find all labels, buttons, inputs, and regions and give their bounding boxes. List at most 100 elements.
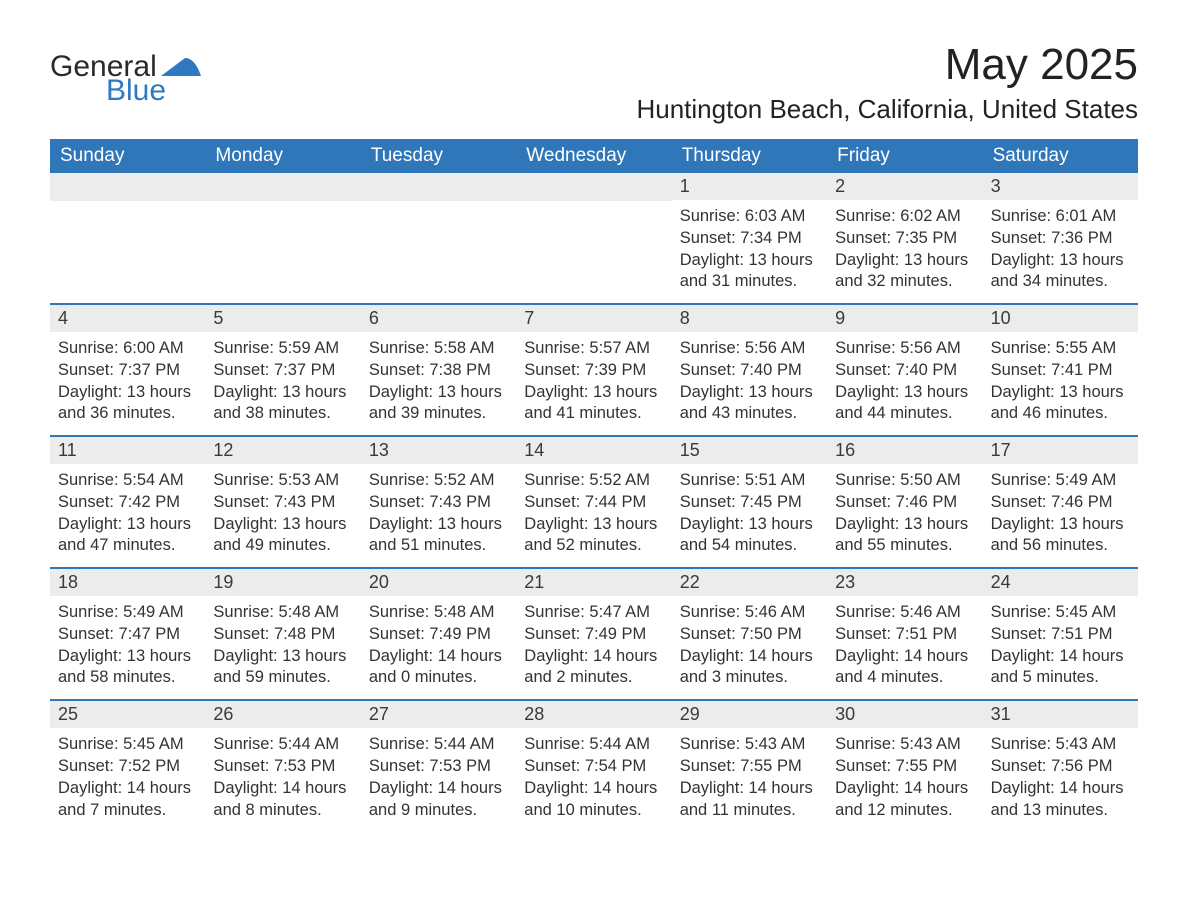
sunrise-line: Sunrise: 5:49 AM xyxy=(991,470,1130,492)
daylight-line: Daylight: 14 hours and 13 minutes. xyxy=(991,778,1130,822)
day-details: Sunrise: 5:46 AMSunset: 7:50 PMDaylight:… xyxy=(672,596,827,699)
daylight-line: Daylight: 14 hours and 4 minutes. xyxy=(835,646,974,690)
daylight-line: Daylight: 13 hours and 31 minutes. xyxy=(680,250,819,294)
daylight-line: Daylight: 14 hours and 2 minutes. xyxy=(524,646,663,690)
daylight-line: Daylight: 14 hours and 3 minutes. xyxy=(680,646,819,690)
day-cell: 26Sunrise: 5:44 AMSunset: 7:53 PMDayligh… xyxy=(205,701,360,831)
day-number: 11 xyxy=(50,437,205,464)
sunset-line: Sunset: 7:50 PM xyxy=(680,624,819,646)
sunrise-line: Sunrise: 5:49 AM xyxy=(58,602,197,624)
day-number: 27 xyxy=(361,701,516,728)
sunrise-line: Sunrise: 5:58 AM xyxy=(369,338,508,360)
daylight-line: Daylight: 13 hours and 49 minutes. xyxy=(213,514,352,558)
day-number: 4 xyxy=(50,305,205,332)
day-cell xyxy=(50,173,205,303)
day-cell xyxy=(361,173,516,303)
dow-cell: Saturday xyxy=(983,139,1138,173)
day-details: Sunrise: 5:45 AMSunset: 7:52 PMDaylight:… xyxy=(50,728,205,831)
day-number: 24 xyxy=(983,569,1138,596)
sunrise-line: Sunrise: 5:52 AM xyxy=(524,470,663,492)
day-number: 29 xyxy=(672,701,827,728)
dow-cell: Sunday xyxy=(50,139,205,173)
sunrise-line: Sunrise: 5:46 AM xyxy=(680,602,819,624)
sunrise-line: Sunrise: 5:44 AM xyxy=(524,734,663,756)
sunrise-line: Sunrise: 5:43 AM xyxy=(680,734,819,756)
daylight-line: Daylight: 13 hours and 38 minutes. xyxy=(213,382,352,426)
day-number: 9 xyxy=(827,305,982,332)
day-number: 21 xyxy=(516,569,671,596)
day-cell: 1Sunrise: 6:03 AMSunset: 7:34 PMDaylight… xyxy=(672,173,827,303)
sunset-line: Sunset: 7:40 PM xyxy=(680,360,819,382)
sunrise-line: Sunrise: 6:03 AM xyxy=(680,206,819,228)
daylight-line: Daylight: 13 hours and 47 minutes. xyxy=(58,514,197,558)
sunset-line: Sunset: 7:36 PM xyxy=(991,228,1130,250)
day-cell: 4Sunrise: 6:00 AMSunset: 7:37 PMDaylight… xyxy=(50,305,205,435)
day-number: 28 xyxy=(516,701,671,728)
day-details: Sunrise: 5:57 AMSunset: 7:39 PMDaylight:… xyxy=(516,332,671,435)
week-row: 4Sunrise: 6:00 AMSunset: 7:37 PMDaylight… xyxy=(50,303,1138,435)
brand-shape-icon xyxy=(161,54,201,81)
day-details: Sunrise: 5:48 AMSunset: 7:48 PMDaylight:… xyxy=(205,596,360,699)
sunrise-line: Sunrise: 5:43 AM xyxy=(991,734,1130,756)
title-block: May 2025 Huntington Beach, California, U… xyxy=(636,40,1138,125)
day-cell: 11Sunrise: 5:54 AMSunset: 7:42 PMDayligh… xyxy=(50,437,205,567)
day-number: 1 xyxy=(672,173,827,200)
daylight-line: Daylight: 13 hours and 32 minutes. xyxy=(835,250,974,294)
daylight-line: Daylight: 13 hours and 54 minutes. xyxy=(680,514,819,558)
month-title: May 2025 xyxy=(636,40,1138,90)
sunrise-line: Sunrise: 5:43 AM xyxy=(835,734,974,756)
sunrise-line: Sunrise: 5:46 AM xyxy=(835,602,974,624)
day-number: 14 xyxy=(516,437,671,464)
day-number: 8 xyxy=(672,305,827,332)
day-cell xyxy=(516,173,671,303)
day-number: 10 xyxy=(983,305,1138,332)
day-details: Sunrise: 5:50 AMSunset: 7:46 PMDaylight:… xyxy=(827,464,982,567)
sunset-line: Sunset: 7:39 PM xyxy=(524,360,663,382)
daylight-line: Daylight: 13 hours and 56 minutes. xyxy=(991,514,1130,558)
day-details: Sunrise: 6:01 AMSunset: 7:36 PMDaylight:… xyxy=(983,200,1138,303)
sunrise-line: Sunrise: 5:52 AM xyxy=(369,470,508,492)
dow-cell: Friday xyxy=(827,139,982,173)
day-details: Sunrise: 5:55 AMSunset: 7:41 PMDaylight:… xyxy=(983,332,1138,435)
brand-text-blue: Blue xyxy=(106,74,166,108)
sunset-line: Sunset: 7:46 PM xyxy=(835,492,974,514)
daylight-line: Daylight: 13 hours and 43 minutes. xyxy=(680,382,819,426)
day-details: Sunrise: 6:03 AMSunset: 7:34 PMDaylight:… xyxy=(672,200,827,303)
sunset-line: Sunset: 7:54 PM xyxy=(524,756,663,778)
sunrise-line: Sunrise: 5:51 AM xyxy=(680,470,819,492)
daylight-line: Daylight: 13 hours and 59 minutes. xyxy=(213,646,352,690)
day-number: 25 xyxy=(50,701,205,728)
sunset-line: Sunset: 7:43 PM xyxy=(369,492,508,514)
brand-logo: General Blue xyxy=(50,40,201,108)
day-cell: 12Sunrise: 5:53 AMSunset: 7:43 PMDayligh… xyxy=(205,437,360,567)
sunset-line: Sunset: 7:38 PM xyxy=(369,360,508,382)
daylight-line: Daylight: 14 hours and 11 minutes. xyxy=(680,778,819,822)
sunrise-line: Sunrise: 6:00 AM xyxy=(58,338,197,360)
daylight-line: Daylight: 13 hours and 52 minutes. xyxy=(524,514,663,558)
sunrise-line: Sunrise: 5:55 AM xyxy=(991,338,1130,360)
day-number: 31 xyxy=(983,701,1138,728)
daylight-line: Daylight: 13 hours and 46 minutes. xyxy=(991,382,1130,426)
day-cell: 6Sunrise: 5:58 AMSunset: 7:38 PMDaylight… xyxy=(361,305,516,435)
day-number: 3 xyxy=(983,173,1138,200)
day-details: Sunrise: 5:52 AMSunset: 7:43 PMDaylight:… xyxy=(361,464,516,567)
day-details: Sunrise: 5:44 AMSunset: 7:53 PMDaylight:… xyxy=(205,728,360,831)
day-cell: 7Sunrise: 5:57 AMSunset: 7:39 PMDaylight… xyxy=(516,305,671,435)
day-details: Sunrise: 5:45 AMSunset: 7:51 PMDaylight:… xyxy=(983,596,1138,699)
sunset-line: Sunset: 7:52 PM xyxy=(58,756,197,778)
sunset-line: Sunset: 7:37 PM xyxy=(213,360,352,382)
daylight-line: Daylight: 14 hours and 8 minutes. xyxy=(213,778,352,822)
sunset-line: Sunset: 7:42 PM xyxy=(58,492,197,514)
day-cell: 22Sunrise: 5:46 AMSunset: 7:50 PMDayligh… xyxy=(672,569,827,699)
sunset-line: Sunset: 7:40 PM xyxy=(835,360,974,382)
empty-day-header xyxy=(516,173,671,201)
day-details: Sunrise: 5:44 AMSunset: 7:53 PMDaylight:… xyxy=(361,728,516,831)
day-cell: 29Sunrise: 5:43 AMSunset: 7:55 PMDayligh… xyxy=(672,701,827,831)
day-cell: 28Sunrise: 5:44 AMSunset: 7:54 PMDayligh… xyxy=(516,701,671,831)
dow-cell: Thursday xyxy=(672,139,827,173)
day-cell: 20Sunrise: 5:48 AMSunset: 7:49 PMDayligh… xyxy=(361,569,516,699)
sunset-line: Sunset: 7:49 PM xyxy=(369,624,508,646)
day-number: 2 xyxy=(827,173,982,200)
sunset-line: Sunset: 7:48 PM xyxy=(213,624,352,646)
day-details: Sunrise: 5:43 AMSunset: 7:55 PMDaylight:… xyxy=(827,728,982,831)
